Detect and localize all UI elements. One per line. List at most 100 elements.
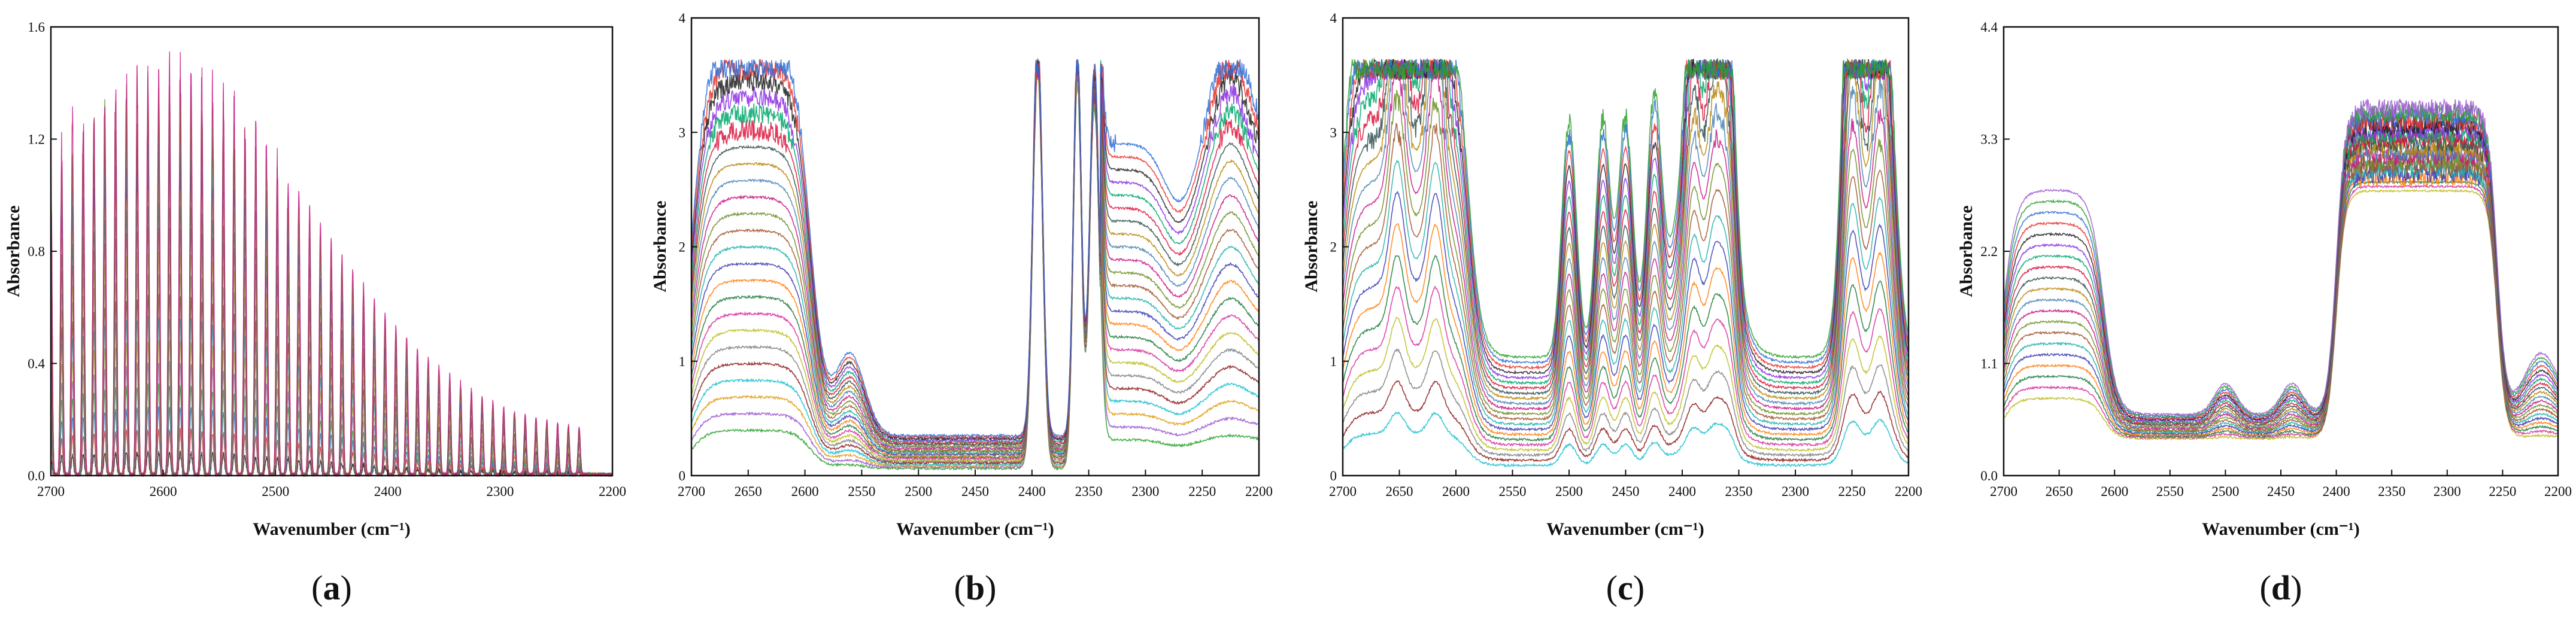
panel-c-xtick-label: 2200 [1895, 484, 1922, 499]
panel-c-series-line [1342, 58, 1909, 401]
panel-c: 2700 2650 2600 2550 2500 2450 2400 2350 2300 2250… [1301, 11, 1922, 607]
panel-d-xtick-label: 2200 [2544, 484, 2572, 499]
panel-b-series-line [691, 60, 1260, 451]
panel-d-ytick-label: 0.0 [1980, 468, 1998, 483]
panel-a-caption-letter: a [323, 568, 341, 607]
panel-a-ytick-label: 1.6 [28, 20, 45, 35]
panel-b-series-line [691, 62, 1260, 461]
panel-b-series-line [691, 60, 1260, 447]
panel-d-series [2003, 98, 2559, 442]
panel-b-ytick-label: 1 [679, 354, 686, 369]
panel-c-ticks: 2700 2650 2600 2550 2500 2450 2400 2350 2300 2250… [1329, 11, 1922, 499]
panel-b-series-line [691, 59, 1260, 460]
panel-b-xtick-label: 2650 [735, 484, 762, 499]
panel-a-ytick-label: 0.8 [28, 244, 45, 259]
panel-b-xtick-label: 2450 [961, 484, 989, 499]
panel-c-xtick-label: 2700 [1329, 484, 1357, 499]
panel-b-ytick-label: 3 [679, 125, 686, 140]
panel-b-ytick-label: 4 [679, 11, 686, 26]
panel-c-ytick-label: 1 [1330, 354, 1337, 369]
panel-d-series-line [2003, 128, 2559, 426]
panel-d-caption-letter: d [2271, 568, 2290, 607]
panel-b-xtick-label: 2200 [1245, 484, 1273, 499]
panel-a-ylabel: Absorbance [4, 205, 23, 297]
panel-c-series-line [1342, 122, 1909, 422]
panel-d: 2700 2650 2600 2550 2500 2450 2400 2350 2300 2250… [1956, 20, 2572, 607]
panel-c-xtick-label: 2450 [1612, 484, 1640, 499]
panel-b-caption-letter: b [966, 568, 985, 607]
panel-d-series-line [2003, 184, 2559, 440]
panel-c-series [1342, 57, 1909, 468]
panel-c-series-line [1342, 90, 1909, 416]
panel-c-xtick-label: 2300 [1782, 484, 1809, 499]
panel-b: 2700 2650 2600 2550 2500 2450 2400 2350 2300 2250… [650, 11, 1273, 607]
panel-b-series-line [691, 60, 1260, 457]
panel-c-series-line [1342, 57, 1909, 360]
panel-b-xtick-label: 2550 [848, 484, 875, 499]
panel-d-xtick-label: 2250 [2489, 484, 2516, 499]
panel-c-series-line [1342, 223, 1909, 437]
panel-c-ytick-label: 0 [1330, 468, 1337, 483]
panel-c-series-line [1342, 57, 1909, 365]
panel-b-xtick-label: 2500 [905, 484, 932, 499]
panel-c-series-line [1342, 411, 1909, 468]
panel-a-xtick-label: 2300 [486, 484, 514, 499]
panel-b-series-line [691, 65, 1260, 465]
panel-d-xtick-label: 2650 [2046, 484, 2073, 499]
panel-d-series-line [2003, 142, 2559, 430]
panel-c-plot-frame [1342, 17, 1910, 477]
panel-c-xtick-label: 2600 [1442, 484, 1470, 499]
panel-d-xtick-label: 2600 [2101, 484, 2128, 499]
panel-c-ytick-label: 3 [1330, 125, 1337, 140]
panel-b-series-line [691, 61, 1260, 453]
panel-d-xtick-label: 2500 [2211, 484, 2239, 499]
panel-c-series-line [1342, 285, 1909, 447]
panel-b-xtick-label: 2400 [1018, 484, 1046, 499]
panel-b-series-line [691, 59, 1260, 440]
panel-a-xlabel: Wavenumber (cm⁻¹) [253, 519, 410, 539]
panel-b-series-line [691, 60, 1260, 444]
panel-b-series-line [691, 74, 1260, 471]
panel-b-series-line [691, 59, 1260, 450]
panel-b-ytick-label: 2 [679, 240, 686, 255]
panel-a-xtick-label: 2200 [599, 484, 626, 499]
panel-c-series-line [1342, 57, 1909, 391]
panel-d-series-line [2003, 111, 2559, 421]
panel-b-series [691, 57, 1260, 471]
panel-b-ticks: 2700 2650 2600 2550 2500 2450 2400 2350 2300 2250… [678, 11, 1273, 499]
panel-a-xtick-label: 2500 [262, 484, 289, 499]
panel-b-series-line [691, 59, 1260, 439]
panel-a-series-line [50, 51, 613, 477]
panel-c-series-line [1342, 348, 1909, 458]
panel-b-caption: (b) [954, 568, 997, 607]
panel-d-series-line [2003, 106, 2559, 419]
panel-d-xtick-label: 2300 [2434, 484, 2461, 499]
panel-c-xtick-label: 2400 [1668, 484, 1696, 499]
panel-b-series-line [691, 60, 1260, 449]
panel-d-ytick-label: 3.3 [1980, 132, 1998, 147]
panel-b-series-line [691, 62, 1260, 468]
panel-d-series-line [2003, 133, 2559, 427]
panel-b-series-line [691, 60, 1260, 454]
panel-a-xtick-label: 2600 [150, 484, 177, 499]
panel-c-xtick-label: 2550 [1499, 484, 1527, 499]
panel-b-xtick-label: 2700 [678, 484, 705, 499]
panel-a-ytick-label: 0.4 [28, 357, 45, 372]
panel-d-ytick-label: 2.2 [1980, 244, 1998, 259]
panel-d-xtick-label: 2700 [1990, 484, 2017, 499]
panel-c-caption-letter: c [1618, 568, 1633, 607]
panel-c-series-line [1342, 59, 1909, 380]
panel-c-series-line [1342, 254, 1909, 442]
panel-b-xtick-label: 2350 [1075, 484, 1103, 499]
panel-d-caption: (d) [2260, 568, 2302, 607]
panel-a-ytick-label: 1.2 [28, 132, 45, 147]
panel-c-xtick-label: 2350 [1725, 484, 1753, 499]
panel-d-ytick-label: 4.4 [1980, 20, 1998, 35]
panel-d-ticks: 2700 2650 2600 2550 2500 2450 2400 2350 2300 2250… [1980, 20, 2572, 499]
panel-d-xtick-label: 2350 [2378, 484, 2405, 499]
panel-d-series-line [2003, 98, 2559, 416]
panel-b-xtick-label: 2300 [1131, 484, 1159, 499]
panel-b-series-line [691, 63, 1260, 446]
panel-b-xtick-label: 2600 [791, 484, 819, 499]
panel-d-series-line [2003, 156, 2559, 434]
